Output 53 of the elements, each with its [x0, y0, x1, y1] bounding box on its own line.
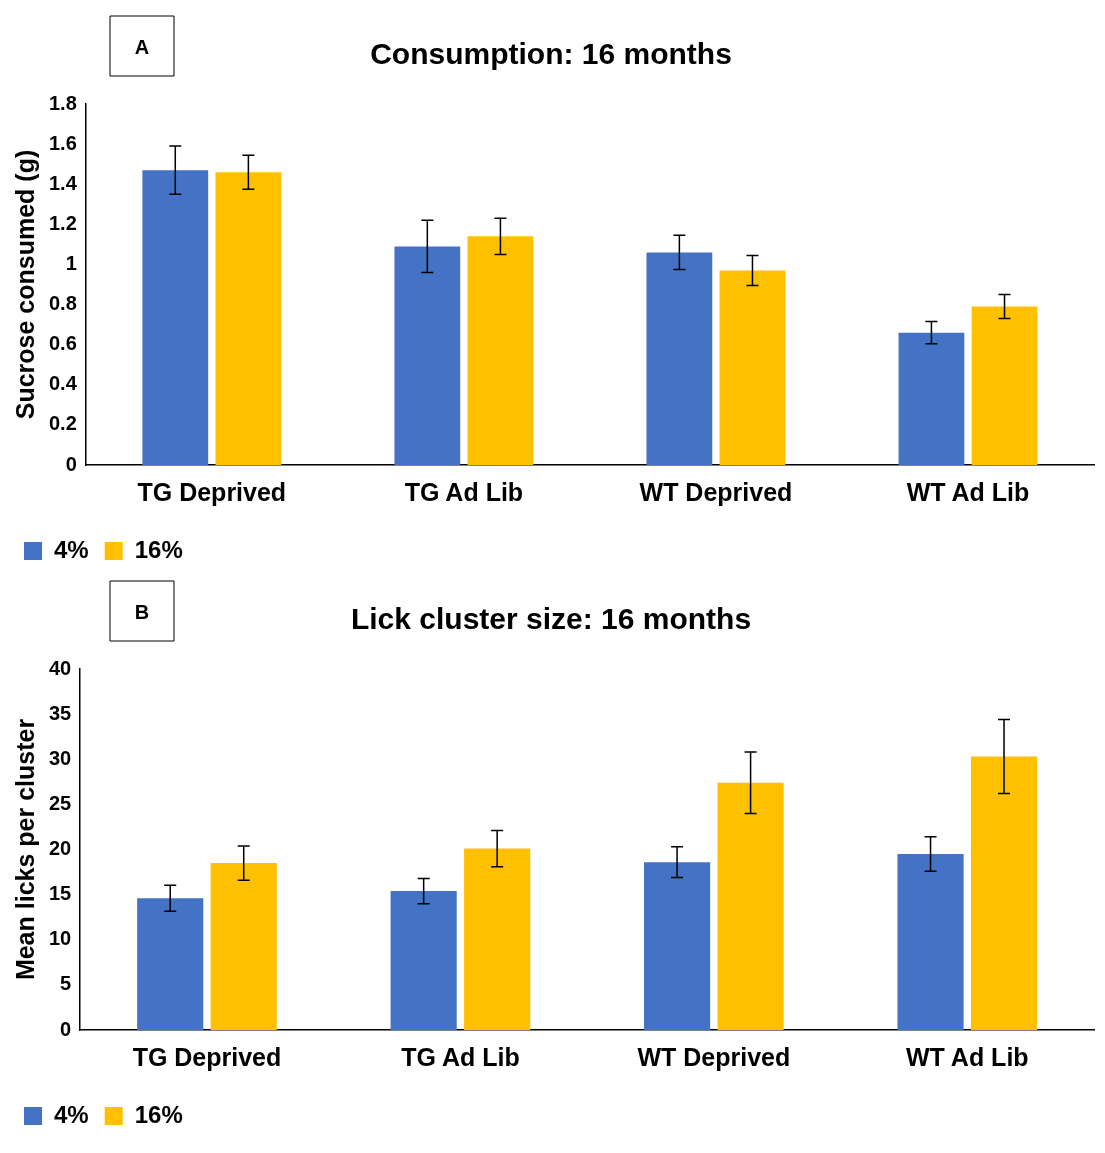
bar — [644, 862, 711, 1030]
y-tick-label: 25 — [49, 791, 72, 814]
y-tick-label: 10 — [49, 927, 72, 950]
bar — [210, 863, 277, 1030]
x-tick-label: WT Deprived — [639, 477, 793, 506]
text: B — [134, 600, 150, 623]
legend-label: 16% — [134, 535, 183, 563]
y-tick-label: 15 — [49, 882, 72, 905]
y-tick-label: 0.2 — [48, 412, 77, 435]
legend-label: 4% — [54, 535, 89, 563]
legend-label: 4% — [54, 1100, 89, 1128]
y-tick-label: 40 — [49, 656, 72, 679]
y-tick-label: 1.2 — [48, 211, 77, 234]
bar — [394, 246, 461, 465]
bar — [137, 898, 204, 1030]
chart-title: Consumption: 16 months — [370, 37, 732, 71]
y-tick-label: 1.4 — [48, 171, 78, 194]
legend-label: 16% — [134, 1100, 183, 1128]
y-tick-label: 0.4 — [48, 372, 78, 395]
bar — [971, 306, 1038, 465]
x-tick-label: TG Deprived — [137, 477, 287, 506]
y-tick-label: 30 — [49, 746, 72, 769]
y-axis-title: Mean licks per cluster — [10, 718, 39, 981]
chart-title: Lick cluster size: 16 months — [350, 602, 752, 636]
bar — [142, 170, 209, 465]
y-tick-label: 5 — [60, 972, 72, 995]
bar — [898, 332, 965, 465]
y-tick-label: 20 — [49, 837, 72, 860]
bar — [215, 172, 282, 465]
x-tick-label: TG Deprived — [132, 1042, 282, 1071]
x-tick-label: WT Ad Lib — [905, 1042, 1029, 1071]
bar — [646, 252, 713, 465]
y-tick-label: 0 — [65, 452, 77, 475]
bar — [897, 854, 964, 1030]
y-tick-label: 1 — [65, 251, 77, 274]
bar — [970, 756, 1038, 1030]
bar — [467, 236, 534, 465]
text: A — [134, 35, 150, 58]
x-tick-label: WT Deprived — [637, 1042, 791, 1071]
y-tick-label: 1.8 — [48, 91, 77, 114]
y-axis-title: Sucrose consumed (g) — [10, 149, 39, 420]
bar — [390, 891, 457, 1030]
y-tick-label: 1.6 — [48, 131, 77, 154]
y-tick-label: 0.8 — [48, 292, 77, 315]
bar — [719, 270, 786, 465]
bar — [464, 848, 531, 1030]
y-tick-label: 0 — [60, 1017, 72, 1040]
x-tick-label: TG Ad Lib — [401, 1042, 520, 1071]
y-tick-label: 0.6 — [48, 332, 77, 355]
bar — [717, 782, 784, 1030]
x-tick-label: TG Ad Lib — [404, 477, 524, 506]
y-tick-label: 35 — [49, 701, 72, 724]
x-tick-label: WT Ad Lib — [906, 477, 1030, 506]
